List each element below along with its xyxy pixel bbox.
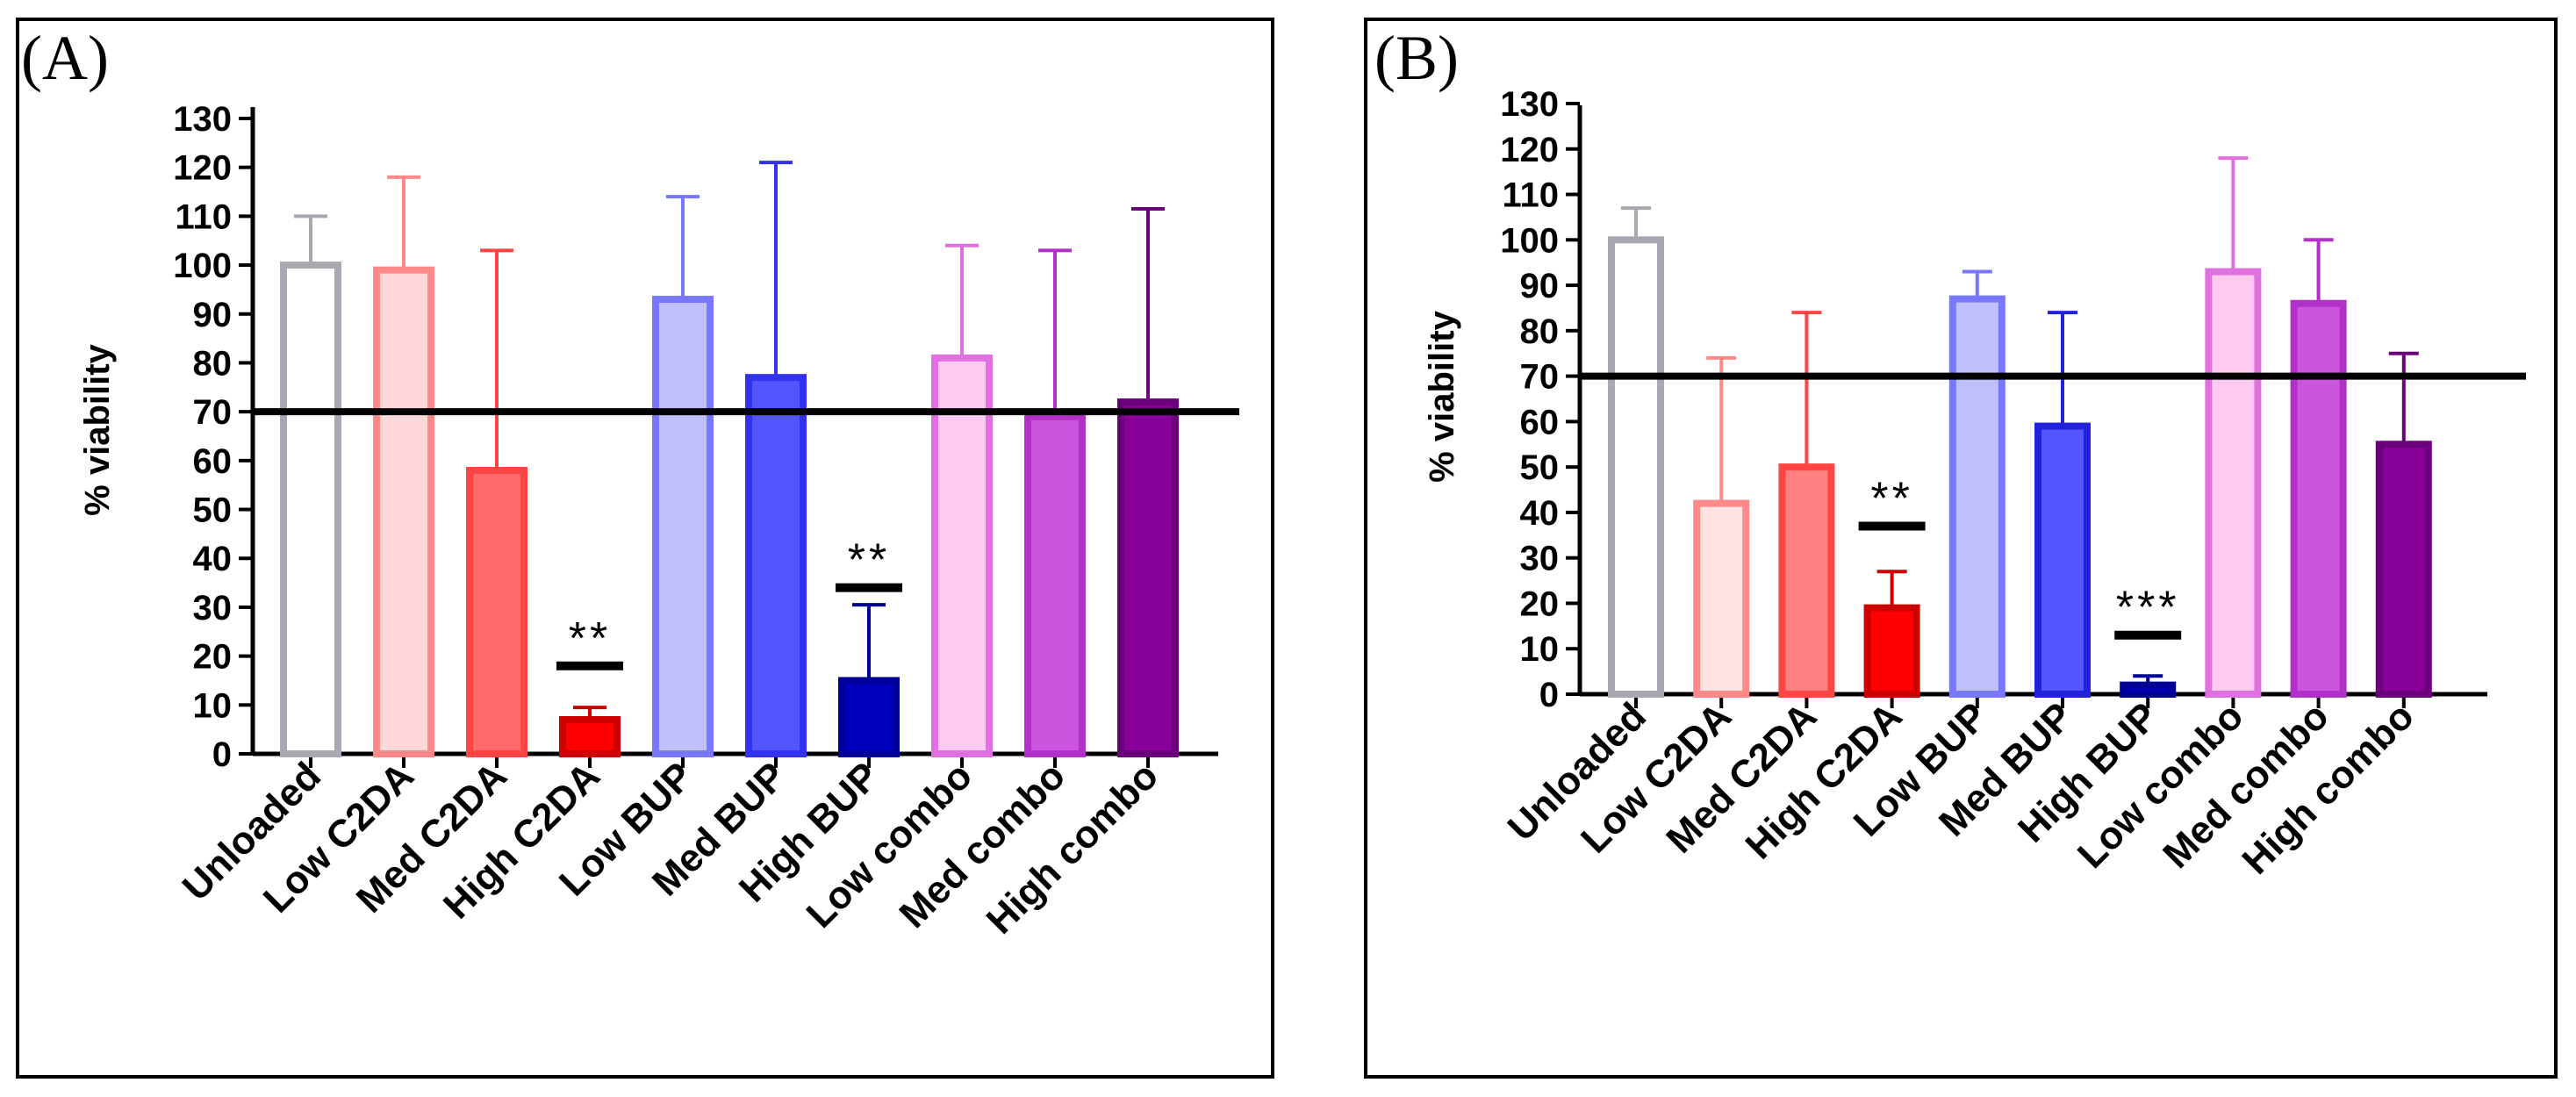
panel-a-bar-unloaded	[280, 262, 341, 758]
panel-b-y-tick-label: 60	[1520, 403, 1560, 441]
panel-a-bar-high-c2da	[559, 716, 621, 757]
panel-a-y-tick-label: 30	[193, 589, 233, 627]
panel-b-bars	[1608, 156, 2432, 699]
panel-a: (A) % viability 0 10 20 30 40 50 60 70 80 90 100 11…	[16, 18, 1274, 1079]
panel-b-y-tick-label: 40	[1520, 494, 1560, 533]
panel-b-y-tick-label: 30	[1520, 540, 1560, 578]
panel-b-y-tick-label: 10	[1520, 630, 1560, 669]
panel-a-significance: ** **	[556, 535, 902, 670]
panel-a-significance-label: **	[569, 613, 611, 664]
panel-a-bar-low-c2da	[373, 266, 434, 757]
panel-b-significance: *****	[1858, 473, 2182, 640]
panel-a-label: (A)	[21, 23, 109, 93]
panel-b-y-tick-label: 110	[1502, 176, 1559, 215]
panel-b-bar-high-bup	[2120, 681, 2177, 699]
panel-b-y-tick-label: 70	[1520, 358, 1560, 397]
panel-b-significance-label: **	[1870, 473, 1912, 524]
panel-a-y-tick-label: 70	[193, 393, 233, 432]
panel-b-y-tick-label: 130	[1500, 85, 1559, 124]
panel-a-bar-high-combo	[1117, 398, 1179, 757]
panel-a-y-tick-label: 10	[193, 686, 233, 725]
panel-a-y-tick-label: 20	[193, 638, 233, 677]
panel-a-bar-low-combo	[931, 354, 993, 757]
panel-b: (B) % viability 0 10 20 30 40 50 60 70 80 90 100 11…	[1364, 18, 2558, 1079]
panel-b-bar-med-bup	[2034, 422, 2091, 698]
panel-a-frame	[16, 18, 1274, 1079]
panel-b-y-tick-label: 80	[1520, 312, 1560, 351]
panel-b-label: (B)	[1374, 23, 1459, 93]
panel-a-bar-high-bup	[838, 677, 900, 758]
panel-b-y-tick-label: 0	[1539, 676, 1559, 714]
panel-a-bars	[280, 161, 1179, 758]
panel-b-y-tick-label: 90	[1520, 267, 1560, 305]
panel-b-y-tick-label: 120	[1500, 131, 1559, 169]
panel-a-significance-label: **	[848, 535, 890, 586]
panel-b-bar-low-combo	[2205, 268, 2262, 698]
panel-a-y-tick-label: 50	[193, 491, 233, 530]
panel-a-y-tick-label: 80	[193, 344, 233, 383]
panel-a-y-tick-label: 100	[173, 247, 232, 285]
panel-b-y-tick-label: 20	[1520, 584, 1560, 623]
panel-b-bar-unloaded	[1608, 236, 1664, 698]
panel-b-y-ticks: 0 10 20 30 40 50 60 70 80 90 100 110 120 130	[1500, 85, 1580, 714]
panel-b-bar-med-c2da	[1778, 463, 1835, 699]
panel-b-bar-low-c2da	[1693, 499, 1750, 698]
panel-a-y-tick-label: 0	[212, 735, 232, 774]
panel-a-y-tick-label: 120	[173, 149, 232, 188]
panel-b-bar-low-bup	[1948, 295, 2006, 698]
panel-a-y-tick-label: 40	[193, 540, 233, 578]
panel-a-bar-low-bup	[652, 296, 714, 757]
panel-b-bar-high-combo	[2375, 441, 2432, 698]
panel-b-significance-label: ***	[2116, 583, 2180, 634]
panel-b-bar-med-combo	[2290, 299, 2347, 698]
panel-a-y-ticks: 0 10 20 30 40 50 60 70 80 90 100 110 120 130	[173, 100, 253, 774]
panel-b-bar-high-c2da	[1863, 604, 1920, 699]
panel-a-y-tick-label: 110	[175, 197, 232, 236]
panel-a-bar-med-c2da	[466, 466, 527, 757]
panel-a-bar-med-bup	[745, 374, 807, 757]
panel-b-y-axis-label: % viability	[1423, 310, 1461, 482]
panel-a-y-tick-label: 90	[193, 296, 233, 334]
panel-b-frame	[1364, 18, 2558, 1079]
panel-a-y-axis-label: % viability	[78, 343, 117, 515]
panel-b-y-tick-label: 50	[1520, 448, 1560, 487]
panel-b-y-tick-label: 100	[1500, 221, 1559, 260]
panel-a-y-tick-label: 130	[173, 100, 232, 139]
panel-a-bar-med-combo	[1024, 412, 1086, 757]
panel-a-y-tick-label: 60	[193, 442, 233, 481]
